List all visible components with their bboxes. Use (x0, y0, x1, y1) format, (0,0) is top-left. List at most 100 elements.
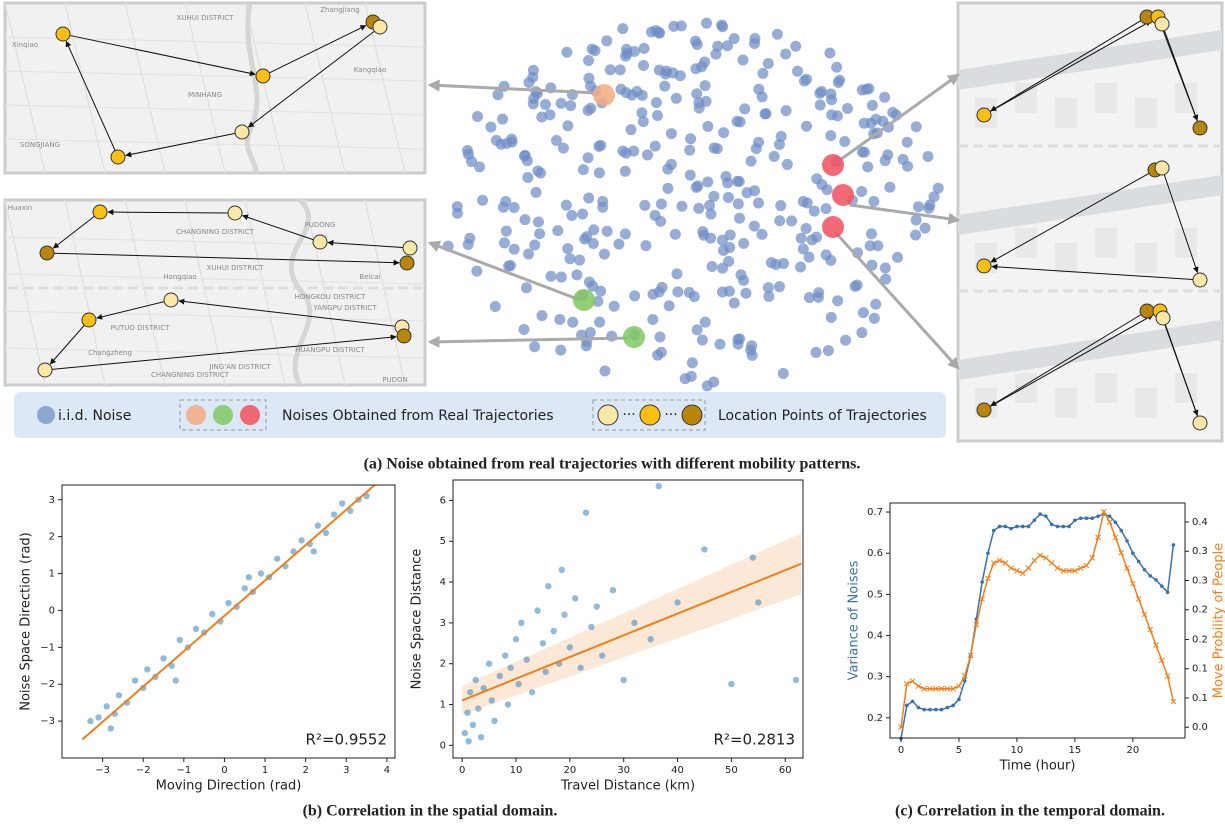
scatter-point (529, 689, 535, 695)
scatter-point (620, 677, 626, 683)
y-tick-label: 6 (440, 495, 446, 506)
y-tick-label: −1 (40, 642, 55, 653)
noise-dot (892, 252, 903, 263)
point-marker (1032, 558, 1037, 563)
noise-dot (923, 203, 934, 214)
point-marker (934, 708, 938, 712)
noise-dot (521, 282, 532, 293)
noise-dot (712, 143, 723, 154)
scatter-point (193, 626, 199, 632)
noise-dot (565, 100, 576, 111)
noise-dot (856, 327, 867, 338)
location-point (1155, 161, 1169, 175)
noise-dot (734, 213, 745, 224)
noise-dot (733, 198, 744, 209)
noise-dot (463, 149, 474, 160)
noise-dot (585, 327, 596, 338)
noise-dot (700, 80, 711, 91)
building (1055, 388, 1077, 418)
y2-tick-label: 0.0 (1192, 722, 1208, 733)
building (1135, 388, 1157, 418)
noise-dot (529, 240, 540, 251)
caption: (b) Correlation in the spatial domain. (303, 803, 558, 820)
noise-dot (528, 93, 539, 104)
noise-dot (520, 214, 531, 225)
noise-dot (746, 340, 757, 351)
x-tick-label: 3 (343, 765, 349, 776)
point-marker (986, 551, 990, 555)
location-point (256, 69, 270, 83)
noise-dot (822, 184, 833, 195)
noise-dot (815, 100, 826, 111)
noise-dot (662, 164, 673, 175)
scatter-point (793, 677, 799, 683)
map-label: Beicai (359, 273, 380, 281)
noise-dot (716, 20, 727, 31)
noise-dot (842, 103, 853, 114)
building (1135, 243, 1157, 273)
y-tick-label: −2 (40, 679, 55, 690)
noise-dot (740, 288, 751, 299)
noise-dot (650, 210, 661, 221)
location-point (977, 108, 991, 122)
noise-dot (749, 221, 760, 232)
scatter-point (550, 628, 556, 634)
point-marker (951, 704, 955, 708)
noise-dot (609, 301, 620, 312)
noise-dot (500, 196, 511, 207)
noise-dot (774, 281, 785, 292)
y2-tick-label: 0.1 (1192, 664, 1208, 675)
x-tick-label: −3 (95, 765, 110, 776)
noise-dot (647, 314, 658, 325)
y-tick-label: 0.6 (867, 548, 883, 559)
x-axis-label: Travel Distance (km) (560, 779, 695, 794)
point-marker (1143, 568, 1147, 572)
noise-dot (620, 166, 631, 177)
x-tick-label: 60 (779, 765, 792, 776)
noise-dot (654, 65, 665, 76)
noise-dot (652, 110, 663, 121)
scatter-point (674, 599, 680, 605)
point-marker (1154, 578, 1158, 582)
noise-dot (749, 185, 760, 196)
scatter-point (339, 500, 345, 506)
noise-dot (491, 135, 502, 146)
x-tick-label: 20 (563, 765, 576, 776)
noise-dot (729, 297, 740, 308)
point-marker (1067, 525, 1071, 529)
point-marker (911, 700, 915, 704)
scatter-point (502, 652, 508, 658)
legend-dots: ··· (622, 407, 635, 423)
location-point (82, 313, 96, 327)
noise-dot (803, 252, 814, 263)
noise-dot (732, 176, 743, 187)
noise-dot (636, 107, 647, 118)
real-noise-dot (573, 289, 595, 311)
scatter-point (242, 585, 248, 591)
noise-dot (826, 312, 837, 323)
noise-dot (790, 41, 801, 52)
y-tick-label: 0.7 (867, 507, 883, 518)
noise-dot (597, 202, 608, 213)
map-label: PUDON (382, 376, 407, 384)
noise-dot (501, 226, 512, 237)
noise-dot (518, 324, 529, 335)
scatter-point (246, 574, 252, 580)
noise-dot (562, 243, 573, 254)
x-tick-label: 20 (1126, 745, 1139, 756)
noise-dot (555, 345, 566, 356)
legend-dots: ··· (664, 407, 677, 423)
noise-dot (626, 124, 637, 135)
noise-dot (621, 44, 632, 55)
y-tick-label: 5 (440, 536, 446, 547)
noise-dot (723, 256, 734, 267)
location-point (38, 363, 52, 377)
noise-dot (771, 259, 782, 270)
scatter-point (108, 725, 114, 731)
noise-dot (811, 232, 822, 243)
noise-dot (811, 347, 822, 358)
noise-dot (602, 226, 613, 237)
map-label: CHANGNING DISTRICT (151, 371, 230, 379)
noise-dot (605, 64, 616, 75)
x-tick-label: 0 (221, 765, 227, 776)
